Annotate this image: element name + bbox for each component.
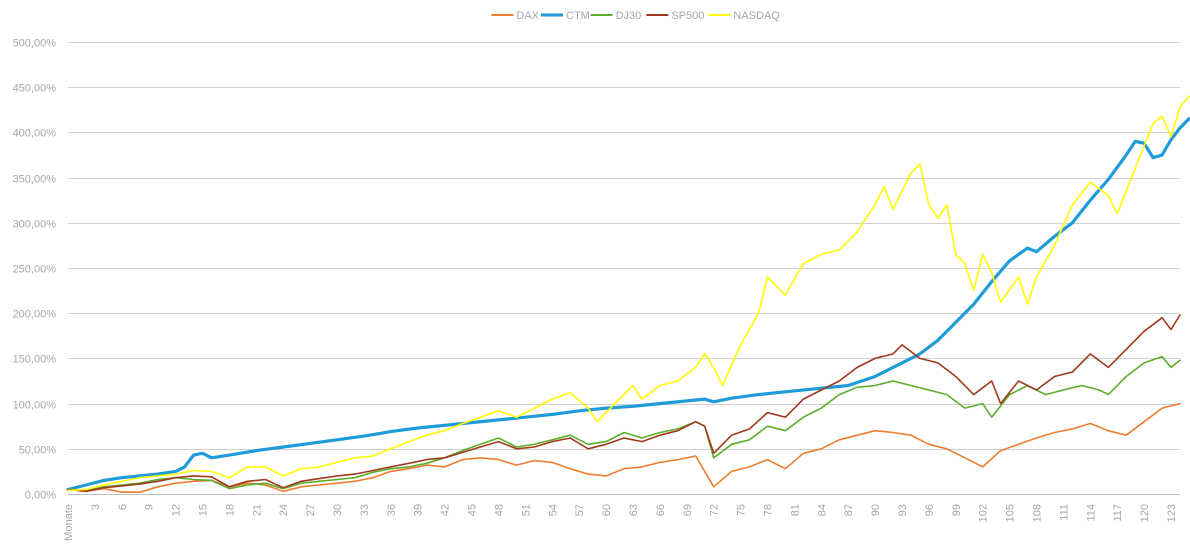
x-tick-label: 99	[951, 504, 963, 516]
x-tick-label: 18	[224, 504, 236, 516]
x-tick-label: 63	[628, 504, 640, 516]
x-tick-label: 60	[601, 504, 613, 516]
x-tick-label: 42	[440, 504, 452, 516]
x-tick-label: 54	[547, 504, 559, 516]
x-tick-label: 57	[574, 504, 586, 516]
x-tick-label: 15	[198, 504, 210, 516]
y-tick-label: 250,00%	[13, 264, 57, 276]
x-tick-label: 90	[870, 504, 882, 516]
series-line-sp500	[67, 314, 1181, 493]
x-tick-label: 75	[736, 504, 748, 516]
x-tick-label: 72	[709, 504, 721, 516]
x-tick-label: 51	[520, 504, 532, 516]
x-tick-label: 12	[171, 504, 183, 516]
legend-label-nasdaq: NASDAQ	[733, 10, 780, 22]
y-tick-label: 300,00%	[13, 219, 57, 231]
x-tick-label: 30	[332, 504, 344, 516]
y-tick-label: 50,00%	[19, 445, 57, 457]
x-axis-first-label: Monate	[63, 504, 75, 541]
x-tick-label: 78	[762, 504, 774, 516]
x-tick-label: 33	[359, 504, 371, 516]
chart-legend: DAX CTM DJ30 SP500 NASDAQ	[491, 10, 780, 22]
y-tick-label: 500,00%	[13, 38, 57, 50]
x-tick-label: 48	[493, 504, 505, 516]
x-tick-label: 39	[413, 504, 425, 516]
series-line-dax	[67, 402, 1181, 493]
x-tick-label: 21	[251, 504, 263, 516]
x-tick-label: 9	[144, 504, 156, 510]
y-tick-label: 200,00%	[13, 309, 57, 321]
x-axis: Monate 3 6 9 12 15 18 21 24 27 30 33 36 39 42 45 48 51 54 5…	[63, 504, 1178, 541]
x-tick-label: 69	[682, 504, 694, 516]
x-tick-label: 93	[897, 504, 909, 516]
x-tick-label: 24	[278, 504, 290, 516]
y-tick-label: 100,00%	[13, 400, 57, 412]
legend-label-dax: DAX	[516, 10, 539, 22]
x-tick-label: 96	[924, 504, 936, 516]
series-line-nasdaq	[67, 95, 1190, 492]
legend-label-ctm: CTM	[566, 10, 590, 22]
x-tick-label: 102	[978, 504, 990, 522]
x-tick-label: 108	[1032, 504, 1044, 522]
x-tick-label: 105	[1005, 504, 1017, 522]
x-tick-label: 123	[1166, 504, 1178, 522]
y-tick-label: 400,00%	[13, 128, 57, 140]
legend-label-sp500: SP500	[671, 10, 704, 22]
x-tick-label: 120	[1139, 504, 1151, 522]
x-tick-label: 27	[305, 504, 317, 516]
x-tick-label: 66	[655, 504, 667, 516]
x-tick-label: 3	[90, 504, 102, 510]
legend-label-dj30: DJ30	[616, 10, 642, 22]
y-tick-label: 150,00%	[13, 354, 57, 366]
x-tick-label: 45	[467, 504, 479, 516]
y-axis: 0,00% 50,00% 100,00% 150,00% 200,00% 250,00% 3…	[13, 38, 57, 502]
series-lines	[66, 95, 1190, 493]
grid-lines	[68, 42, 1180, 495]
x-tick-label: 84	[816, 504, 828, 516]
x-tick-label: 6	[117, 504, 129, 510]
x-tick-label: 111	[1058, 504, 1070, 521]
y-tick-label: 350,00%	[13, 174, 57, 186]
y-tick-label: 0,00%	[25, 490, 56, 502]
series-line-ctm	[66, 117, 1190, 492]
x-tick-label: 117	[1112, 504, 1124, 522]
x-tick-label: 87	[843, 504, 855, 516]
series-line-dj30	[67, 355, 1181, 492]
x-tick-label: 36	[386, 504, 398, 516]
x-tick-label: 114	[1085, 504, 1097, 522]
x-tick-label: 81	[789, 504, 801, 516]
y-tick-label: 450,00%	[13, 83, 57, 95]
